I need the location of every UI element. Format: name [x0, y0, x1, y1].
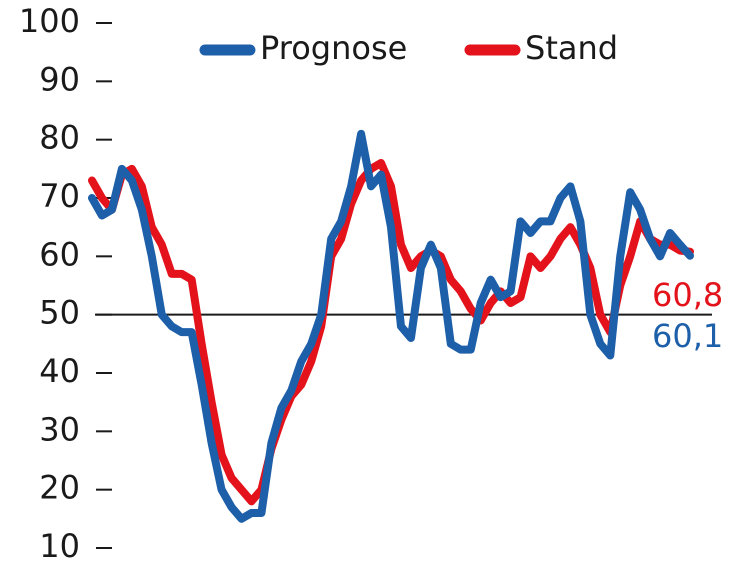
end-label: 60,1	[652, 317, 723, 355]
legend-label: Prognose	[260, 29, 407, 67]
y-tick-label: 80	[39, 119, 80, 157]
y-tick-label: 60	[39, 235, 80, 273]
y-tick-label: 40	[39, 352, 80, 390]
series-line	[88, 129, 694, 523]
y-tick-label: 10	[39, 527, 80, 562]
y-tick-label: 50	[39, 294, 80, 332]
y-tick-label: 90	[39, 60, 80, 98]
y-tick-label: 100	[19, 2, 80, 40]
y-tick-label: 30	[39, 410, 80, 448]
end-label: 60,8	[652, 276, 723, 314]
series-line	[88, 159, 694, 506]
y-tick-label: 70	[39, 177, 80, 215]
legend-label: Stand	[525, 29, 618, 67]
y-tick-label: 20	[39, 469, 80, 507]
